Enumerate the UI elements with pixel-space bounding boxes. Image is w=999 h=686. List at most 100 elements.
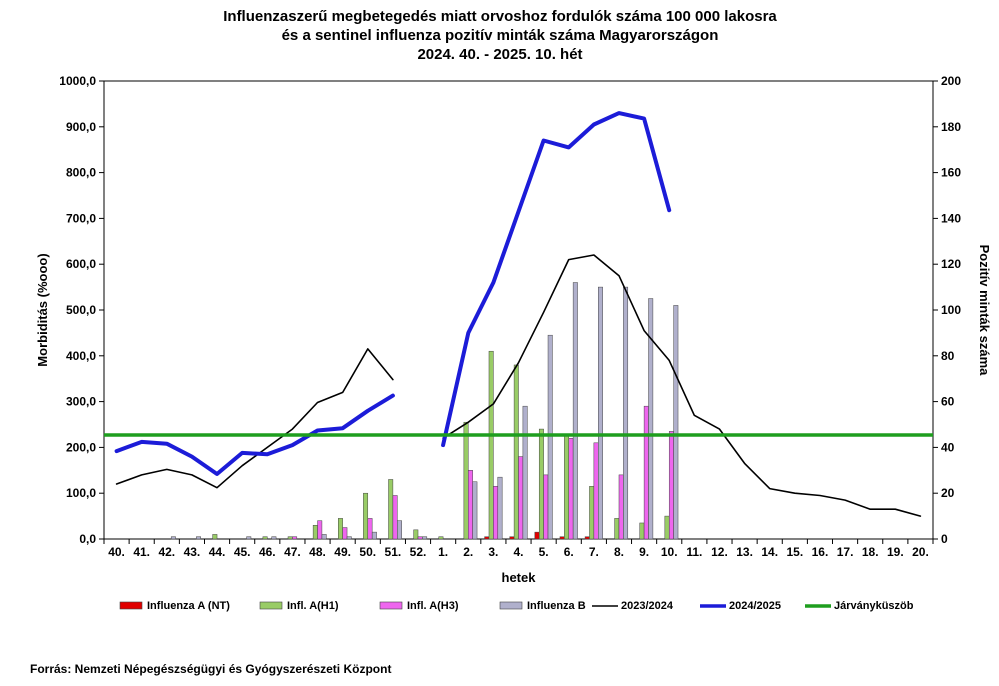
x-tick-label-5: 45. bbox=[234, 545, 251, 559]
bar-infl-a-h1--10 bbox=[363, 492, 369, 540]
bar-influenza-b-14 bbox=[472, 481, 478, 540]
x-tick-label-7: 47. bbox=[284, 545, 301, 559]
y-left-tick-label-10: 1000,0 bbox=[59, 74, 96, 88]
bar-infl-a-h1--22 bbox=[664, 515, 670, 540]
bar-infl-a-h1--13 bbox=[438, 536, 444, 540]
x-tick-label-6: 46. bbox=[259, 545, 276, 559]
y-right-tick-label-10: 200 bbox=[941, 74, 961, 88]
bar-influenza-b-6 bbox=[271, 536, 277, 540]
legend: Influenza A (NT) Infl. A(H1) Infl. A(H3) In… bbox=[119, 600, 914, 612]
legend-label-2024-2025: 2024/2025 bbox=[729, 600, 781, 612]
title-line-3: 2024. 40. - 2025. 10. hét bbox=[417, 46, 582, 63]
bar-influenza-a-nt--17 bbox=[534, 531, 540, 540]
bar-influenza-b-20 bbox=[623, 286, 629, 540]
bar-influenza-b-17 bbox=[547, 334, 553, 540]
bar-influenza-b-19 bbox=[598, 286, 603, 540]
y-right-tick-label-7: 140 bbox=[941, 211, 961, 225]
x-tick-label-24: 12. bbox=[711, 545, 728, 559]
x-tick-label-3: 43. bbox=[184, 545, 201, 559]
legend-swatch-influenza-b bbox=[499, 601, 523, 610]
bar-influenza-a-nt--19 bbox=[584, 536, 590, 540]
x-tick-label-31: 19. bbox=[887, 545, 904, 559]
y-left-tick-label-4: 400,0 bbox=[66, 349, 96, 363]
x-tick-label-9: 49. bbox=[334, 545, 351, 559]
legend-label-j-rv-nyk-sz-b: Járványküszöb bbox=[834, 600, 914, 612]
x-tick-label-25: 13. bbox=[736, 545, 753, 559]
title-line-1: Influenzaszerű megbetegedés miatt orvosh… bbox=[223, 8, 777, 25]
x-tick-label-16: 4. bbox=[513, 545, 523, 559]
bar-infl-a-h3--22 bbox=[668, 431, 674, 540]
legend-label-infl-a-h3-: Infl. A(H3) bbox=[407, 600, 459, 612]
x-tick-label-10: 50. bbox=[359, 545, 376, 559]
bar-influenza-b-21 bbox=[648, 298, 654, 540]
y-right-tick-label-4: 80 bbox=[941, 349, 955, 363]
bar-influenza-b-15 bbox=[497, 476, 503, 540]
axes: 0,0 100,0 200,0 300,0 400,0 500,0 600,0 700,0 80… bbox=[35, 74, 992, 585]
x-tick-label-15: 3. bbox=[488, 545, 498, 559]
bar-influenza-b-10 bbox=[371, 531, 377, 540]
chart-title: Influenzaszerű megbetegedés miatt orvosh… bbox=[223, 8, 777, 63]
legend-swatch-infl-a-h3- bbox=[379, 601, 403, 610]
y-left-axis-title: Morbiditás (%ooo) bbox=[35, 253, 50, 366]
legend-label-influenza-a-nt-: Influenza A (NT) bbox=[147, 600, 230, 612]
bar-infl-a-h3--20 bbox=[618, 474, 624, 540]
y-right-axis-title: Pozitív minták száma bbox=[977, 245, 992, 377]
x-tick-label-1: 41. bbox=[133, 545, 150, 559]
bar-infl-a-h3--19 bbox=[593, 442, 599, 540]
x-tick-label-32: 20. bbox=[912, 545, 929, 559]
bar-infl-a-h1--18 bbox=[564, 435, 569, 540]
legend-label-2023-2024: 2023/2024 bbox=[621, 600, 674, 612]
bar-infl-a-h3--8 bbox=[317, 520, 323, 540]
y-left-tick-label-1: 100,0 bbox=[66, 486, 96, 500]
y-left-tick-label-7: 700,0 bbox=[66, 211, 96, 225]
bar-infl-a-h1--16 bbox=[513, 364, 519, 540]
bar-infl-a-h1--4 bbox=[212, 534, 218, 540]
y-left-tick-label-9: 900,0 bbox=[66, 120, 96, 134]
bar-infl-a-h1--14 bbox=[463, 421, 469, 540]
bar-infl-a-h3--10 bbox=[367, 518, 373, 540]
y-right-tick-label-5: 100 bbox=[941, 303, 961, 317]
bar-infl-a-h1--12 bbox=[413, 529, 419, 540]
bar-infl-a-h3--11 bbox=[392, 495, 398, 540]
x-tick-label-30: 18. bbox=[862, 545, 879, 559]
bar-influenza-b-18 bbox=[572, 282, 578, 540]
bar-influenza-b-16 bbox=[522, 405, 528, 540]
line-series bbox=[104, 111, 933, 517]
x-tick-label-27: 15. bbox=[786, 545, 803, 559]
y-left-tick-label-3: 300,0 bbox=[66, 395, 96, 409]
x-tick-label-14: 2. bbox=[463, 545, 473, 559]
y-left-tick-label-2: 200,0 bbox=[66, 440, 96, 454]
bar-influenza-b-8 bbox=[321, 534, 327, 540]
bar-infl-a-h3--16 bbox=[518, 456, 524, 540]
legend-label-infl-a-h1-: Infl. A(H1) bbox=[287, 600, 339, 612]
bar-infl-a-h1--7 bbox=[287, 536, 293, 540]
bar-infl-a-h1--20 bbox=[614, 518, 620, 540]
x-tick-label-13: 1. bbox=[438, 545, 448, 559]
y-right-tick-label-6: 120 bbox=[941, 257, 961, 271]
bar-infl-a-h3--12 bbox=[417, 536, 423, 540]
title-line-2: és a sentinel influenza pozitív minták s… bbox=[282, 27, 719, 44]
bar-influenza-b-12 bbox=[422, 536, 428, 540]
bar-infl-a-h3--17 bbox=[543, 474, 549, 540]
legend-swatch-influenza-a-nt- bbox=[119, 601, 143, 610]
source-note: Forrás: Nemzeti Népegészségügyi és Gyógy… bbox=[30, 662, 392, 676]
x-tick-label-11: 51. bbox=[385, 545, 402, 559]
bar-influenza-a-nt--15 bbox=[484, 536, 490, 540]
bar-influenza-b-3 bbox=[196, 536, 201, 540]
bar-infl-a-h1--19 bbox=[589, 486, 595, 540]
y-right-tick-label-0: 0 bbox=[941, 532, 948, 546]
y-left-tick-label-8: 800,0 bbox=[66, 166, 96, 180]
x-tick-label-29: 17. bbox=[837, 545, 854, 559]
x-tick-label-22: 10. bbox=[661, 545, 678, 559]
y-right-tick-label-1: 20 bbox=[941, 486, 955, 500]
x-tick-label-26: 14. bbox=[761, 545, 778, 559]
bar-influenza-a-nt--18 bbox=[559, 536, 565, 540]
x-tick-label-23: 11. bbox=[686, 545, 702, 559]
x-tick-label-18: 6. bbox=[564, 545, 574, 559]
bar-infl-a-h1--6 bbox=[262, 536, 268, 540]
y-right-tick-label-2: 40 bbox=[941, 440, 955, 454]
bar-infl-a-h3--9 bbox=[342, 527, 348, 540]
y-right-tick-label-3: 60 bbox=[941, 395, 955, 409]
x-tick-label-20: 8. bbox=[614, 545, 624, 559]
